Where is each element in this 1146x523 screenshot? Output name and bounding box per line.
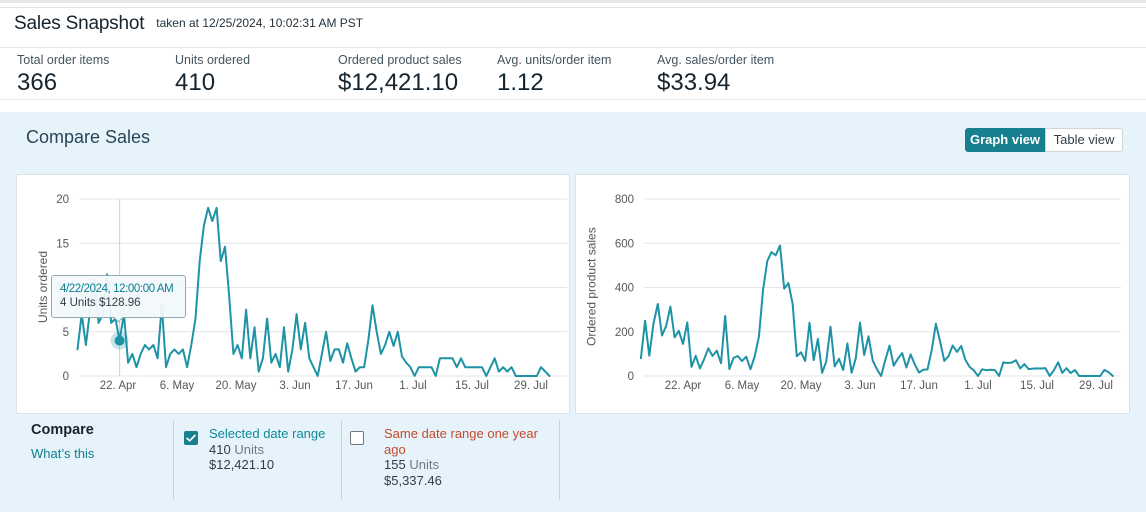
svg-text:1. Jul: 1. Jul: [964, 380, 992, 392]
svg-text:800: 800: [615, 194, 634, 206]
svg-text:17. Jun: 17. Jun: [900, 380, 938, 392]
svg-text:15. Jul: 15. Jul: [455, 380, 489, 392]
svg-text:Ordered product sales: Ordered product sales: [585, 227, 599, 346]
svg-text:0: 0: [628, 371, 634, 383]
svg-text:6. May: 6. May: [160, 380, 195, 392]
svg-text:3. Jun: 3. Jun: [279, 380, 310, 392]
svg-text:20: 20: [56, 194, 69, 206]
svg-text:15: 15: [56, 238, 69, 250]
svg-text:400: 400: [615, 283, 634, 295]
svg-text:15. Jul: 15. Jul: [1020, 380, 1054, 392]
svg-text:22. Apr: 22. Apr: [665, 380, 702, 392]
svg-text:20. May: 20. May: [781, 380, 822, 392]
svg-text:Units ordered: Units ordered: [36, 251, 50, 323]
svg-text:600: 600: [615, 238, 634, 250]
svg-text:29. Jul: 29. Jul: [514, 380, 548, 392]
svg-text:17. Jun: 17. Jun: [335, 380, 373, 392]
svg-text:200: 200: [615, 327, 634, 339]
svg-text:22. Apr: 22. Apr: [100, 380, 137, 392]
svg-text:5: 5: [63, 327, 69, 339]
svg-text:1. Jul: 1. Jul: [399, 380, 427, 392]
svg-text:3. Jun: 3. Jun: [844, 380, 875, 392]
svg-text:6. May: 6. May: [725, 380, 760, 392]
svg-text:20. May: 20. May: [216, 380, 257, 392]
svg-text:29. Jul: 29. Jul: [1079, 380, 1113, 392]
svg-text:0: 0: [63, 371, 69, 383]
